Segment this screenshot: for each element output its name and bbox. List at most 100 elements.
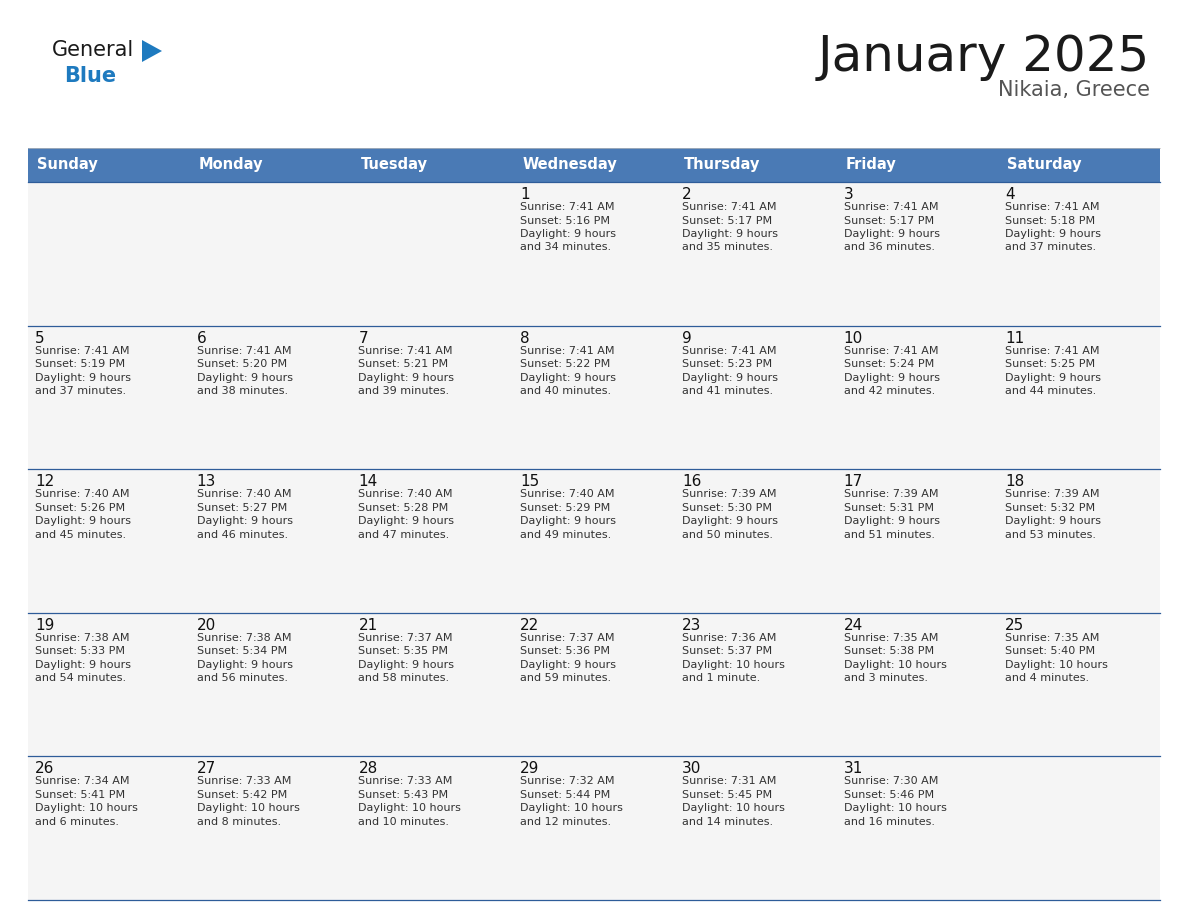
Text: Sunset: 5:38 PM: Sunset: 5:38 PM [843,646,934,656]
Bar [836,326,998,469]
Text: Sunrise: 7:34 AM: Sunrise: 7:34 AM [34,777,129,787]
Text: Sunrise: 7:41 AM: Sunrise: 7:41 AM [34,345,129,355]
Text: Daylight: 9 hours: Daylight: 9 hours [682,373,778,383]
Text: Daylight: 10 hours: Daylight: 10 hours [197,803,299,813]
Text: Sunrise: 7:40 AM: Sunrise: 7:40 AM [34,489,129,499]
Text: and 16 minutes.: and 16 minutes. [843,817,935,827]
Bar [513,182,675,326]
Text: Sunrise: 7:38 AM: Sunrise: 7:38 AM [34,633,129,643]
Bar [29,326,190,469]
Text: Daylight: 9 hours: Daylight: 9 hours [1005,229,1101,239]
Bar [352,469,513,613]
Text: 3: 3 [843,187,853,202]
Bar [836,148,998,182]
Text: Sunset: 5:17 PM: Sunset: 5:17 PM [843,216,934,226]
Text: and 14 minutes.: and 14 minutes. [682,817,773,827]
Text: Sunset: 5:46 PM: Sunset: 5:46 PM [843,789,934,800]
Text: Sunset: 5:20 PM: Sunset: 5:20 PM [197,359,286,369]
Text: Sunrise: 7:33 AM: Sunrise: 7:33 AM [359,777,453,787]
Text: Sunrise: 7:41 AM: Sunrise: 7:41 AM [843,345,939,355]
Text: 22: 22 [520,618,539,633]
Text: and 37 minutes.: and 37 minutes. [34,386,126,396]
Text: Nikaia, Greece: Nikaia, Greece [998,80,1150,100]
Text: Daylight: 9 hours: Daylight: 9 hours [843,373,940,383]
Bar [836,613,998,756]
Text: General: General [52,40,134,60]
Text: and 41 minutes.: and 41 minutes. [682,386,773,396]
Text: 8: 8 [520,330,530,345]
Text: 1: 1 [520,187,530,202]
Bar [998,469,1159,613]
Text: Daylight: 10 hours: Daylight: 10 hours [682,803,785,813]
Bar [513,756,675,900]
Bar [29,613,190,756]
Text: January 2025: January 2025 [817,33,1150,81]
Text: Sunrise: 7:41 AM: Sunrise: 7:41 AM [682,345,776,355]
Text: Sunset: 5:22 PM: Sunset: 5:22 PM [520,359,611,369]
Text: and 35 minutes.: and 35 minutes. [682,242,773,252]
Text: 13: 13 [197,475,216,489]
Text: Daylight: 9 hours: Daylight: 9 hours [520,516,617,526]
Text: 14: 14 [359,475,378,489]
Text: 7: 7 [359,330,368,345]
Text: Sunrise: 7:32 AM: Sunrise: 7:32 AM [520,777,614,787]
Text: 9: 9 [682,330,691,345]
Text: 16: 16 [682,475,701,489]
Text: Sunrise: 7:39 AM: Sunrise: 7:39 AM [843,489,939,499]
Text: and 40 minutes.: and 40 minutes. [520,386,612,396]
Text: Daylight: 10 hours: Daylight: 10 hours [520,803,623,813]
Text: 25: 25 [1005,618,1024,633]
Text: Sunrise: 7:35 AM: Sunrise: 7:35 AM [843,633,939,643]
Text: and 50 minutes.: and 50 minutes. [682,530,773,540]
Text: and 12 minutes.: and 12 minutes. [520,817,612,827]
Text: Sunset: 5:25 PM: Sunset: 5:25 PM [1005,359,1095,369]
Text: Monday: Monday [198,158,264,173]
Text: Sunset: 5:29 PM: Sunset: 5:29 PM [520,503,611,512]
Text: Daylight: 9 hours: Daylight: 9 hours [34,660,131,670]
Text: Sunset: 5:43 PM: Sunset: 5:43 PM [359,789,449,800]
Text: Sunset: 5:33 PM: Sunset: 5:33 PM [34,646,125,656]
Text: and 4 minutes.: and 4 minutes. [1005,673,1089,683]
Bar [190,469,352,613]
Text: 2: 2 [682,187,691,202]
Text: Daylight: 9 hours: Daylight: 9 hours [843,516,940,526]
Text: 18: 18 [1005,475,1024,489]
Bar [675,182,836,326]
Text: 6: 6 [197,330,207,345]
Text: Sunday: Sunday [37,158,97,173]
Text: and 54 minutes.: and 54 minutes. [34,673,126,683]
Text: 30: 30 [682,761,701,777]
Text: Sunrise: 7:37 AM: Sunrise: 7:37 AM [359,633,453,643]
Text: and 36 minutes.: and 36 minutes. [843,242,935,252]
Bar [998,756,1159,900]
Text: Thursday: Thursday [684,158,760,173]
Bar [836,469,998,613]
Bar [675,756,836,900]
Text: Sunset: 5:26 PM: Sunset: 5:26 PM [34,503,125,512]
Text: Sunset: 5:40 PM: Sunset: 5:40 PM [1005,646,1095,656]
Polygon shape [143,40,162,62]
Text: Daylight: 9 hours: Daylight: 9 hours [682,229,778,239]
Text: 28: 28 [359,761,378,777]
Bar [190,148,352,182]
Bar [190,756,352,900]
Text: Sunrise: 7:35 AM: Sunrise: 7:35 AM [1005,633,1100,643]
Text: and 56 minutes.: and 56 minutes. [197,673,287,683]
Text: Sunset: 5:24 PM: Sunset: 5:24 PM [843,359,934,369]
Text: Saturday: Saturday [1007,158,1082,173]
Bar [675,613,836,756]
Bar [836,756,998,900]
Bar [352,613,513,756]
Text: Sunrise: 7:38 AM: Sunrise: 7:38 AM [197,633,291,643]
Text: Sunrise: 7:30 AM: Sunrise: 7:30 AM [843,777,939,787]
Text: Daylight: 9 hours: Daylight: 9 hours [520,229,617,239]
Text: Sunset: 5:28 PM: Sunset: 5:28 PM [359,503,449,512]
Text: Sunrise: 7:40 AM: Sunrise: 7:40 AM [520,489,614,499]
Bar [675,148,836,182]
Text: and 3 minutes.: and 3 minutes. [843,673,928,683]
Text: 5: 5 [34,330,45,345]
Text: and 10 minutes.: and 10 minutes. [359,817,449,827]
Text: and 42 minutes.: and 42 minutes. [843,386,935,396]
Text: Sunset: 5:32 PM: Sunset: 5:32 PM [1005,503,1095,512]
Text: Sunset: 5:42 PM: Sunset: 5:42 PM [197,789,287,800]
